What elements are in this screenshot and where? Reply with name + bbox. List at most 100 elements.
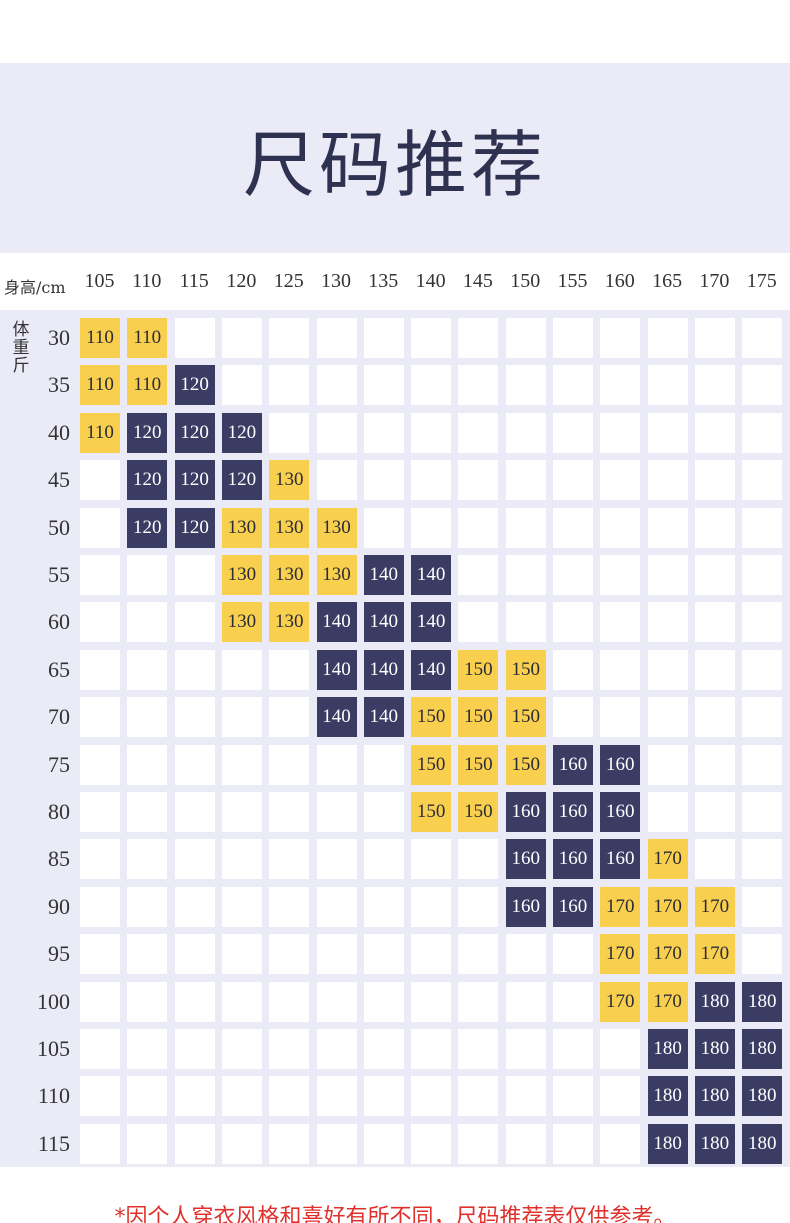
size-cell: 170 [600, 886, 641, 927]
size-cell: 150 [411, 792, 452, 832]
empty-cell [316, 412, 357, 453]
weight-tick: 45 [48, 467, 70, 493]
empty-cell [694, 555, 735, 595]
size-cell: 120 [221, 460, 262, 501]
empty-cell [647, 649, 688, 690]
empty-cell [553, 602, 593, 643]
empty-cell [221, 744, 262, 785]
size-cell: 120 [174, 507, 215, 548]
empty-cell [411, 1123, 452, 1164]
empty-cell [316, 744, 357, 785]
empty-cell [600, 555, 641, 595]
size-cell: 160 [553, 839, 593, 880]
empty-cell [316, 792, 357, 832]
empty-cell [553, 1076, 593, 1117]
size-cell: 170 [600, 981, 641, 1022]
empty-cell [221, 934, 262, 975]
empty-cell [174, 318, 215, 358]
empty-cell [221, 365, 262, 406]
weight-tick: 105 [37, 1036, 70, 1061]
empty-cell [458, 839, 499, 880]
weight-tick: 50 [48, 514, 70, 540]
empty-cell [269, 792, 310, 832]
empty-cell [600, 460, 641, 501]
empty-cell [600, 1029, 641, 1069]
size-cell: 110 [80, 318, 120, 358]
empty-cell [505, 365, 546, 406]
empty-cell [269, 365, 310, 406]
empty-cell [363, 981, 404, 1022]
empty-cell [127, 886, 168, 927]
empty-cell [127, 744, 168, 785]
weight-tick: 40 [48, 419, 70, 445]
empty-cell [269, 744, 310, 785]
empty-cell [505, 555, 546, 595]
empty-cell [363, 507, 404, 548]
size-cell: 150 [458, 649, 499, 690]
empty-cell [647, 555, 688, 595]
size-cell: 140 [363, 649, 404, 690]
empty-cell [316, 1123, 357, 1164]
empty-cell [174, 839, 215, 880]
empty-cell [505, 602, 546, 643]
size-cell: 160 [505, 839, 546, 880]
weight-axis-label: 体重斤 [12, 320, 30, 376]
size-cell: 150 [458, 792, 499, 832]
empty-cell [505, 507, 546, 548]
empty-cell [316, 318, 357, 358]
empty-cell [269, 649, 310, 690]
empty-cell [221, 1029, 262, 1069]
empty-cell [174, 981, 215, 1022]
empty-cell [411, 1076, 452, 1117]
empty-cell [742, 886, 783, 927]
empty-cell [316, 1076, 357, 1117]
empty-cell [269, 1076, 310, 1117]
empty-cell [316, 365, 357, 406]
weight-tick: 35 [48, 372, 70, 398]
size-cell: 180 [694, 1123, 735, 1164]
empty-cell [363, 1029, 404, 1069]
empty-cell [647, 697, 688, 738]
size-cell: 140 [316, 697, 357, 738]
empty-cell [694, 792, 735, 832]
empty-cell [411, 981, 452, 1022]
size-cell: 180 [694, 981, 735, 1022]
empty-cell [600, 1076, 641, 1117]
size-cell: 180 [694, 1076, 735, 1117]
empty-cell [458, 1029, 499, 1069]
empty-cell [600, 602, 641, 643]
empty-cell [647, 507, 688, 548]
empty-cell [174, 744, 215, 785]
empty-cell [174, 555, 215, 595]
empty-cell [647, 792, 688, 832]
empty-cell [316, 839, 357, 880]
size-cell: 150 [505, 697, 546, 738]
size-cell: 120 [174, 365, 215, 406]
empty-cell [269, 886, 310, 927]
empty-cell [363, 839, 404, 880]
empty-cell [411, 365, 452, 406]
weight-tick: 110 [37, 1083, 70, 1109]
empty-cell [505, 934, 546, 975]
empty-cell [316, 1029, 357, 1069]
empty-cell [316, 886, 357, 927]
empty-cell [174, 1123, 215, 1164]
height-tick: 120 [226, 270, 257, 292]
empty-cell [458, 555, 499, 595]
empty-cell [269, 1123, 310, 1164]
empty-cell [269, 839, 310, 880]
empty-cell [553, 555, 593, 595]
size-cell: 120 [127, 507, 168, 548]
size-cell: 130 [221, 555, 262, 595]
empty-cell [174, 886, 215, 927]
size-cell: 110 [80, 365, 120, 406]
empty-cell [411, 412, 452, 453]
weight-tick: 60 [48, 609, 70, 635]
size-cell: 120 [127, 460, 168, 501]
empty-cell [174, 934, 215, 975]
empty-cell [647, 318, 688, 358]
empty-cell [363, 460, 404, 501]
empty-cell [553, 460, 593, 501]
empty-cell [316, 934, 357, 975]
size-cell: 130 [221, 602, 262, 643]
